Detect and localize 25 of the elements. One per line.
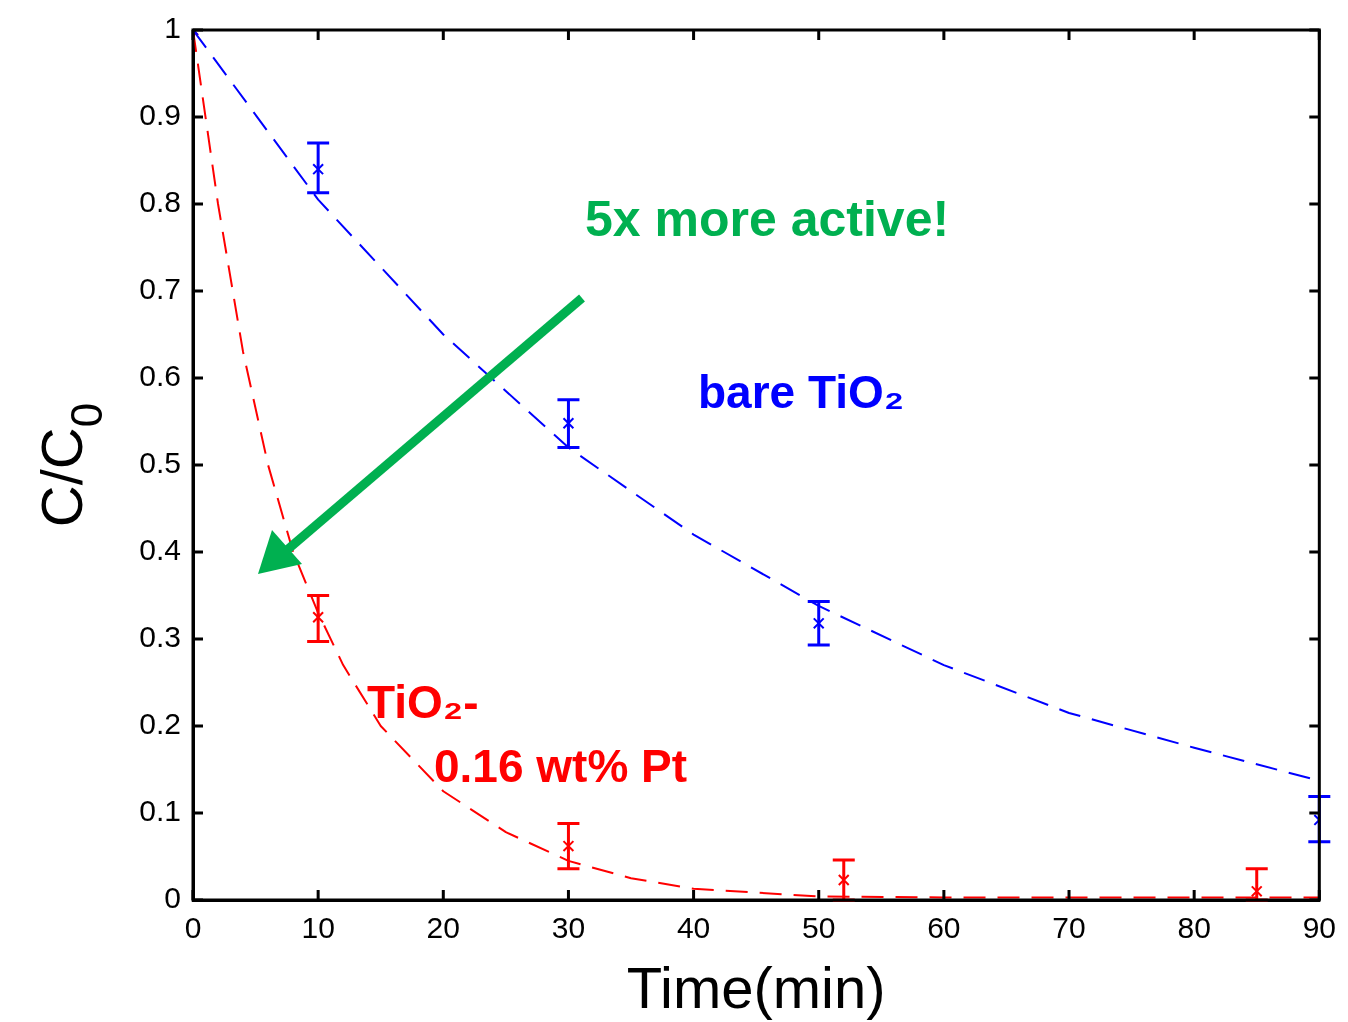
x-tick-label: 10 [301,911,335,945]
x-tick-label: 80 [1177,911,1211,945]
y-tick-label: 0.1 [139,794,181,828]
x-tick-label: 20 [426,911,460,945]
x-axis-title: Time(min) [626,955,886,1020]
y-tick-label: 0.6 [139,359,181,393]
x-tick-label: 90 [1302,911,1336,945]
x-tick-label: 70 [1052,911,1086,945]
series-label: TiO₂- 0.16 wt% Pt [367,676,688,792]
y-axis-title: C/C0 [29,402,111,528]
text: bare TiO₂ [698,366,905,418]
y-tick-label: 0.7 [139,272,181,306]
y-tick-label: 0.2 [139,707,181,741]
y-tick-label: 0.8 [139,185,181,219]
y-tick-label: 0.3 [139,620,181,654]
x-tick-label: 40 [676,911,711,945]
x-tick-label: 50 [802,911,836,945]
y-tick-label: 0.9 [139,98,181,132]
annotation: 5x more active! [585,191,950,247]
x-tick-label: 60 [927,911,961,945]
y-tick-label: 0.4 [139,533,181,567]
y-tick-label: 0 [164,881,181,915]
y-tick-label: 1 [164,11,181,45]
y-tick-label: 0.5 [139,446,181,480]
x-tick-label: 30 [551,911,586,945]
